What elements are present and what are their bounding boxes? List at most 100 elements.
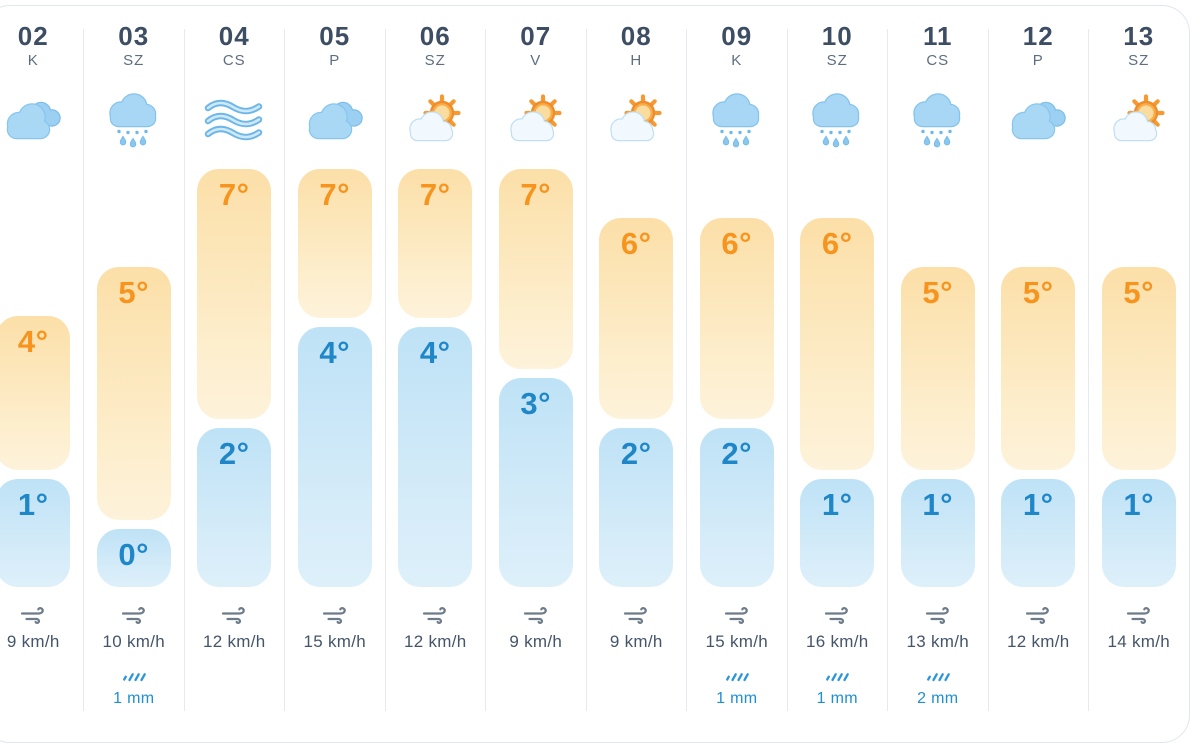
day-column[interactable]: 09 K 6° 2° 15 km/h 1 mm xyxy=(687,6,788,742)
day-header: 13 SZ xyxy=(1089,22,1190,69)
low-temp-value: 1° xyxy=(17,486,49,522)
day-number: 13 xyxy=(1123,21,1155,51)
day-header: 12 P xyxy=(988,22,1089,69)
day-abbrev: V xyxy=(530,51,542,69)
day-header: 02 K xyxy=(0,22,84,69)
day-column[interactable]: 10 SZ 6° 1° 16 km/h 1 mm xyxy=(787,6,888,742)
day-number: 06 xyxy=(419,21,451,51)
wind-speed: 13 km/h xyxy=(906,632,970,651)
day-number: 10 xyxy=(821,21,853,51)
day-abbrev: SZ xyxy=(1128,51,1150,69)
low-temp-value: 4° xyxy=(319,335,351,370)
wind-speed: 9 km/h xyxy=(6,632,60,651)
sun-cloud-icon xyxy=(385,90,486,150)
high-temp-bar: 6° xyxy=(699,218,774,419)
wind-speed: 9 km/h xyxy=(609,632,663,651)
precip-info: 1 mm xyxy=(787,668,888,708)
high-temp-bar: 5° xyxy=(1001,267,1076,470)
day-abbrev: SZ xyxy=(424,51,446,69)
low-temp-value: 4° xyxy=(419,335,451,370)
cloudy-icon xyxy=(988,90,1089,150)
day-header: 04 CS xyxy=(184,22,285,69)
sun-cloud-icon xyxy=(486,90,587,150)
wind-info: 10 km/h xyxy=(84,605,185,652)
wind-icon xyxy=(121,607,147,629)
wind-speed: 15 km/h xyxy=(705,632,769,651)
precip-amount: 1 mm xyxy=(816,690,858,707)
precip-info: 1 mm xyxy=(84,668,185,708)
high-temp-value: 5° xyxy=(1022,275,1054,310)
precip-info: 1 mm xyxy=(687,668,788,708)
rain-icon xyxy=(888,90,989,150)
day-number: 03 xyxy=(118,21,150,51)
wind-info: 13 km/h xyxy=(888,605,989,652)
day-column[interactable]: 13 SZ 5° 1° 14 km/h xyxy=(1089,6,1190,742)
day-header: 08 H xyxy=(586,22,687,69)
low-temp-bar: 1° xyxy=(1001,478,1076,587)
day-abbrev: P xyxy=(329,51,341,69)
column-divider xyxy=(686,29,687,711)
column-divider xyxy=(485,29,486,711)
wind-icon xyxy=(20,607,46,629)
high-temp-value: 6° xyxy=(620,226,652,261)
low-temp-bar: 3° xyxy=(498,377,573,587)
day-column[interactable]: 03 SZ 5° 0° 10 km/h 1 mm xyxy=(84,6,185,742)
high-temp-bar: 5° xyxy=(1101,267,1176,470)
column-divider xyxy=(786,29,788,711)
high-temp-bar: 5° xyxy=(96,267,171,520)
day-column[interactable]: 11 CS 5° 1° 13 km/h 2 mm xyxy=(888,6,989,742)
wind-icon xyxy=(221,607,247,629)
day-column[interactable]: 02 K 4° 1° 9 km/h xyxy=(0,6,84,742)
day-header: 06 SZ xyxy=(385,22,486,69)
wind-info: 9 km/h xyxy=(486,605,587,652)
high-temp-bar: 7° xyxy=(398,169,473,318)
low-temp-value: 2° xyxy=(620,436,652,471)
high-temp-value: 7° xyxy=(419,177,451,212)
high-temp-bar: 7° xyxy=(498,169,573,369)
day-abbrev: CS xyxy=(926,51,950,69)
wind-info: 12 km/h xyxy=(385,605,486,652)
day-number: 08 xyxy=(620,21,652,51)
wind-icon xyxy=(322,607,348,629)
low-temp-bar: 0° xyxy=(96,529,171,587)
high-temp-bar: 5° xyxy=(900,267,975,470)
high-temp-value: 6° xyxy=(821,226,853,261)
rain-drops-icon xyxy=(121,669,147,686)
low-temp-bar: 1° xyxy=(800,478,875,587)
high-temp-value: 4° xyxy=(17,324,49,359)
wind-speed: 16 km/h xyxy=(805,632,869,651)
waves-icon xyxy=(184,90,285,150)
day-abbrev: P xyxy=(1032,51,1044,69)
day-column[interactable]: 12 P 5° 1° 12 km/h xyxy=(988,6,1089,742)
column-divider xyxy=(1088,29,1089,711)
wind-icon xyxy=(523,607,549,629)
low-temp-bar: 4° xyxy=(297,327,372,587)
low-temp-value: 2° xyxy=(721,436,753,471)
wind-info: 9 km/h xyxy=(586,605,687,652)
wind-info: 9 km/h xyxy=(0,605,84,652)
high-temp-value: 7° xyxy=(319,177,351,212)
day-abbrev: CS xyxy=(222,51,246,69)
low-temp-bar: 1° xyxy=(1101,478,1176,587)
precip-amount: 1 mm xyxy=(716,690,758,707)
rain-drops-icon xyxy=(925,669,951,686)
day-abbrev: K xyxy=(731,51,743,69)
high-temp-value: 7° xyxy=(218,177,250,212)
rain-drops-icon xyxy=(724,669,750,686)
day-column[interactable]: 08 H 6° 2° 9 km/h xyxy=(586,6,687,742)
high-temp-value: 5° xyxy=(1123,275,1155,310)
wind-icon xyxy=(422,607,448,629)
day-column[interactable]: 07 V 7° 3° 9 km/h xyxy=(486,6,587,742)
wind-speed: 10 km/h xyxy=(102,632,166,651)
wind-info: 12 km/h xyxy=(988,605,1089,652)
day-column[interactable]: 04 CS 7° 2° 12 km/h xyxy=(184,6,285,742)
rain-drops-icon xyxy=(824,669,850,686)
wind-info: 14 km/h xyxy=(1089,605,1190,652)
forecast-card: 02 K 4° 1° 9 km/h 03 SZ xyxy=(0,5,1190,743)
day-column[interactable]: 05 P 7° 4° 15 km/h xyxy=(285,6,386,742)
sun-cloud-icon xyxy=(1089,90,1190,150)
wind-speed: 15 km/h xyxy=(303,632,367,651)
day-number: 11 xyxy=(923,21,953,51)
rain-icon xyxy=(787,90,888,150)
day-column[interactable]: 06 SZ 7° 4° 12 km/h xyxy=(385,6,486,742)
